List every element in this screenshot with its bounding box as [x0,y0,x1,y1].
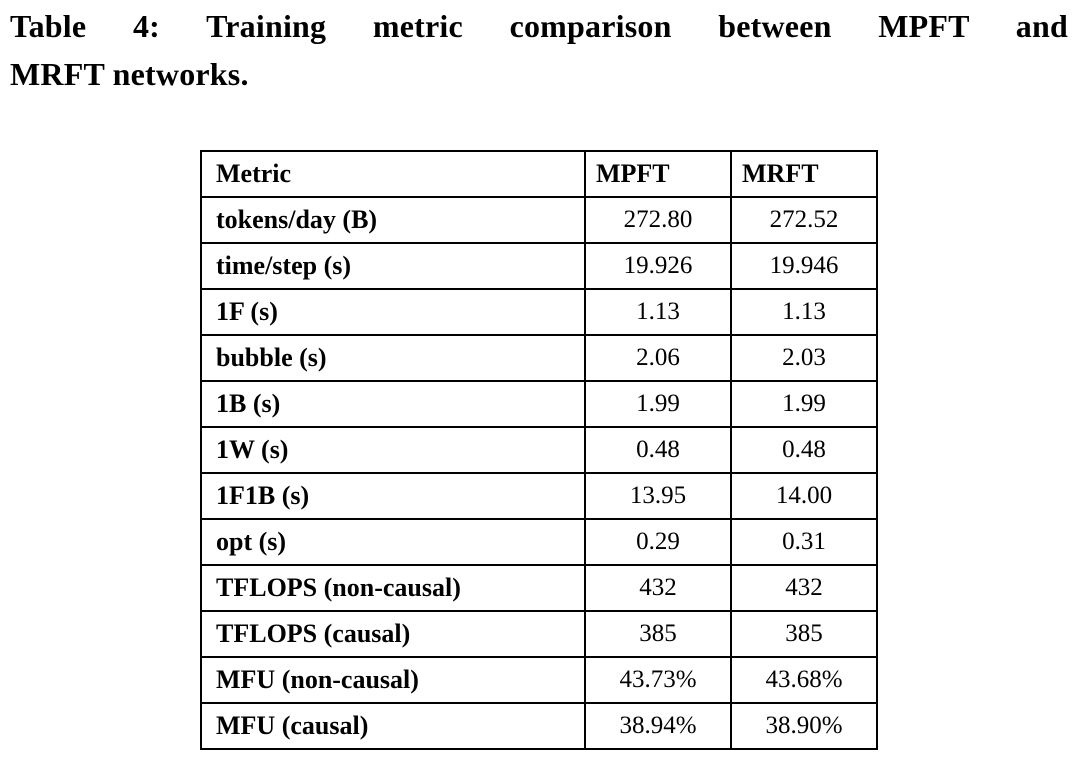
mpft-value: 385 [584,610,732,658]
metric-label: 1W (s) [200,426,586,474]
mpft-value: 19.926 [584,242,732,290]
table-row: 1F1B (s) 13.95 14.00 [200,472,878,520]
mrft-value: 272.52 [730,196,878,244]
table-row: TFLOPS (non-causal) 432 432 [200,564,878,612]
mrft-value: 0.31 [730,518,878,566]
metric-label: bubble (s) [200,334,586,382]
mpft-value: 432 [584,564,732,612]
mrft-value: 14.00 [730,472,878,520]
metric-label: tokens/day (B) [200,196,586,244]
metric-label: MFU (causal) [200,702,586,750]
mpft-value: 38.94% [584,702,732,750]
table-row: TFLOPS (causal) 385 385 [200,610,878,658]
mpft-value: 1.99 [584,380,732,428]
mrft-value: 1.99 [730,380,878,428]
mrft-value: 2.03 [730,334,878,382]
table-row: bubble (s) 2.06 2.03 [200,334,878,382]
mrft-value: 1.13 [730,288,878,336]
metric-label: opt (s) [200,518,586,566]
metric-label: TFLOPS (causal) [200,610,586,658]
header-mrft: MRFT [730,150,878,198]
metric-label: MFU (non-causal) [200,656,586,704]
metric-label: TFLOPS (non-causal) [200,564,586,612]
metric-label: 1F (s) [200,288,586,336]
mrft-value: 19.946 [730,242,878,290]
table-row: time/step (s) 19.926 19.946 [200,242,878,290]
mrft-value: 0.48 [730,426,878,474]
mpft-value: 43.73% [584,656,732,704]
table-row: tokens/day (B) 272.80 272.52 [200,196,878,244]
mpft-value: 2.06 [584,334,732,382]
table-row: 1B (s) 1.99 1.99 [200,380,878,428]
mrft-value: 385 [730,610,878,658]
mrft-value: 432 [730,564,878,612]
mpft-value: 0.29 [584,518,732,566]
caption-line-2: MRFT networks. [10,56,249,92]
mpft-value: 13.95 [584,472,732,520]
table-row: opt (s) 0.29 0.31 [200,518,878,566]
table-header-row: Metric MPFT MRFT [200,150,878,198]
metric-label: time/step (s) [200,242,586,290]
mrft-value: 43.68% [730,656,878,704]
table-container: Metric MPFT MRFT tokens/day (B) 272.80 2… [10,150,1070,750]
table-row: 1W (s) 0.48 0.48 [200,426,878,474]
table-row: MFU (non-causal) 43.73% 43.68% [200,656,878,704]
metrics-table: Metric MPFT MRFT tokens/day (B) 272.80 2… [200,150,878,750]
mrft-value: 38.90% [730,702,878,750]
mpft-value: 0.48 [584,426,732,474]
table-row: 1F (s) 1.13 1.13 [200,288,878,336]
caption-line-1: Table 4: Training metric comparison betw… [10,8,1068,44]
header-mpft: MPFT [584,150,732,198]
table-caption: Table 4: Training metric comparison betw… [10,2,1068,98]
table-row: MFU (causal) 38.94% 38.90% [200,702,878,750]
metric-label: 1F1B (s) [200,472,586,520]
mpft-value: 1.13 [584,288,732,336]
metric-label: 1B (s) [200,380,586,428]
header-metric: Metric [200,150,586,198]
mpft-value: 272.80 [584,196,732,244]
